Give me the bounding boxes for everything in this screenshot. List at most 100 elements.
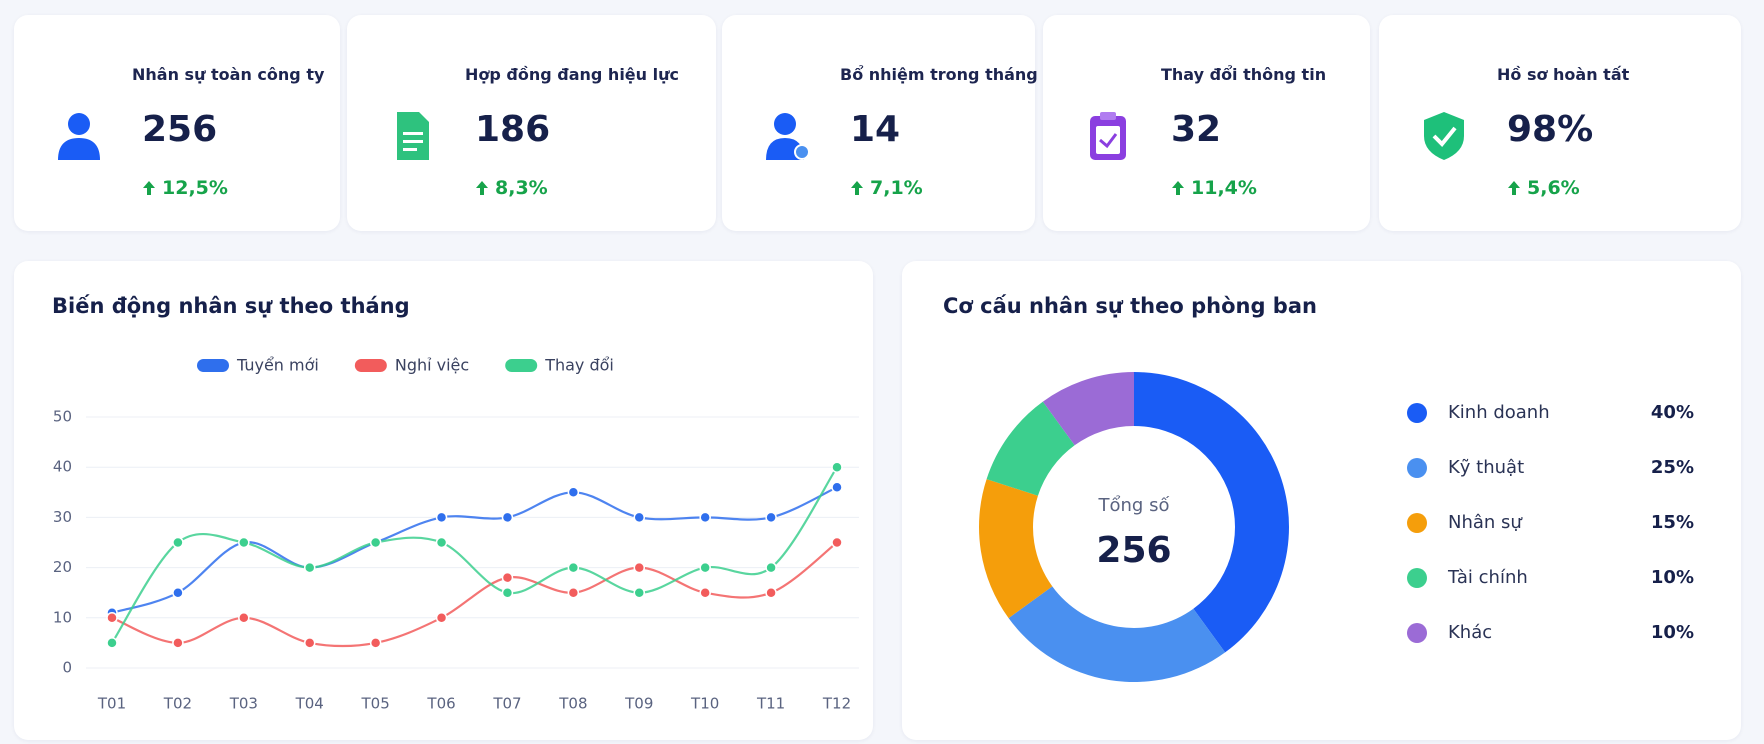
line-series bbox=[111, 466, 838, 644]
legend-swatch bbox=[505, 359, 538, 372]
kpi-label: Thay đổi thông tin bbox=[1161, 65, 1327, 84]
kpi-card: Bổ nhiệm trong tháng 14 7,1% bbox=[722, 15, 1038, 231]
legend-label: Khác bbox=[1448, 622, 1492, 643]
x-tick-label: T04 bbox=[295, 695, 324, 713]
x-tick-label: T12 bbox=[822, 695, 851, 713]
legend-dot bbox=[1407, 513, 1427, 533]
legend-label: Kỹ thuật bbox=[1448, 457, 1524, 478]
donut-slice bbox=[979, 479, 1053, 619]
kpi-change: 7,1% bbox=[850, 177, 923, 199]
line-point bbox=[501, 586, 514, 599]
x-tick-label: T05 bbox=[361, 695, 390, 713]
y-tick-label: 30 bbox=[53, 508, 72, 526]
x-tick-label: T01 bbox=[97, 695, 126, 713]
kpi-change: 11,4% bbox=[1171, 177, 1257, 199]
line-point bbox=[831, 536, 843, 549]
x-tick-label: T11 bbox=[756, 695, 785, 713]
legend-dot bbox=[1407, 403, 1427, 423]
up-arrow bbox=[1508, 181, 1520, 195]
legend-label: Kinh doanh bbox=[1448, 402, 1550, 423]
legend-dot bbox=[1407, 623, 1427, 643]
legend-value: 15% bbox=[1651, 512, 1694, 533]
y-tick-label: 0 bbox=[62, 659, 72, 677]
line-point bbox=[369, 536, 382, 549]
donut-chart: Cơ cấu nhân sự theo phòng ban Kinh doanh 4… bbox=[943, 294, 1694, 682]
line-point bbox=[567, 561, 580, 574]
kpi-icon bbox=[1424, 112, 1464, 160]
line-point bbox=[501, 511, 514, 524]
donut-slice bbox=[1008, 586, 1226, 682]
line-point bbox=[369, 637, 382, 649]
kpi-card: Hợp đồng đang hiệu lực 186 8,3% bbox=[347, 15, 716, 231]
line-point bbox=[699, 561, 711, 574]
line-point bbox=[633, 561, 646, 574]
kpi-label: Hồ sơ hoàn tất bbox=[1497, 65, 1630, 84]
x-tick-label: T10 bbox=[690, 695, 719, 713]
line-point bbox=[633, 586, 646, 599]
up-arrow bbox=[1172, 181, 1184, 195]
kpi-card: Thay đổi thông tin 32 11,4% bbox=[1043, 15, 1370, 231]
kpi-icon bbox=[397, 112, 429, 160]
line-point bbox=[435, 612, 448, 624]
up-arrow bbox=[143, 181, 155, 195]
kpi-value: 14 bbox=[850, 109, 901, 150]
kpi-value: 32 bbox=[1171, 109, 1222, 150]
line-point bbox=[435, 536, 448, 549]
chart-title: Cơ cấu nhân sự theo phòng ban bbox=[943, 294, 1317, 318]
line-point bbox=[633, 511, 646, 524]
x-tick-label: T07 bbox=[492, 695, 521, 713]
y-tick-label: 40 bbox=[53, 458, 72, 476]
kpi-label: Nhân sự toàn công ty bbox=[132, 65, 325, 84]
kpi-change: 5,6% bbox=[1507, 177, 1580, 199]
legend-label: Tài chính bbox=[1447, 567, 1528, 588]
legend-swatch bbox=[354, 359, 387, 372]
donut-chart-card: Cơ cấu nhân sự theo phòng ban Kinh doanh 4… bbox=[902, 261, 1741, 740]
kpi-change-value: 5,6% bbox=[1527, 177, 1580, 199]
kpi-label: Bổ nhiệm trong tháng bbox=[840, 65, 1038, 84]
y-tick-label: 50 bbox=[53, 408, 72, 426]
legend-label: Tuyển mới bbox=[236, 356, 319, 375]
line-point bbox=[435, 511, 448, 524]
legend-value: 40% bbox=[1651, 402, 1694, 423]
line-point bbox=[765, 586, 777, 599]
x-tick-label: T02 bbox=[163, 695, 192, 713]
donut-slice bbox=[1134, 372, 1289, 653]
kpi-change: 12,5% bbox=[142, 177, 228, 199]
x-tick-label: T06 bbox=[426, 695, 455, 713]
line-point bbox=[699, 511, 711, 524]
y-tick-label: 20 bbox=[53, 558, 72, 576]
legend-value: 25% bbox=[1651, 457, 1694, 478]
line-series bbox=[111, 541, 838, 648]
kpi-change: 8,3% bbox=[475, 177, 548, 199]
y-tick-label: 10 bbox=[53, 608, 72, 626]
kpi-label: Hợp đồng đang hiệu lực bbox=[465, 65, 679, 84]
up-arrow bbox=[476, 181, 488, 195]
line-point bbox=[567, 486, 580, 499]
line-chart-card: Biến động nhân sự theo tháng 0 10 20 30 40 50 T… bbox=[14, 261, 873, 740]
kpi-change-value: 11,4% bbox=[1191, 177, 1257, 199]
x-tick-label: T09 bbox=[624, 695, 653, 713]
kpi-value: 98% bbox=[1507, 109, 1594, 150]
kpi-card: Nhân sự toàn công ty 256 12,5% bbox=[14, 15, 340, 231]
line-point bbox=[765, 561, 777, 574]
line-point bbox=[765, 511, 777, 524]
chart-title: Biến động nhân sự theo tháng bbox=[52, 294, 410, 318]
kpi-card: Hồ sơ hoàn tất 98% 5,6% bbox=[1379, 15, 1741, 231]
legend-label: Thay đổi bbox=[544, 356, 614, 375]
line-chart: Biến động nhân sự theo tháng 0 10 20 30 40 50 T… bbox=[52, 294, 859, 713]
center-label: Tổng số bbox=[1098, 495, 1170, 516]
legend-dot bbox=[1407, 458, 1427, 478]
x-tick-label: T08 bbox=[558, 695, 587, 713]
donut-slice bbox=[986, 401, 1075, 496]
line-point bbox=[106, 612, 118, 624]
kpi-value: 256 bbox=[142, 109, 218, 150]
legend-label: Nhân sự bbox=[1448, 512, 1523, 533]
line-point bbox=[106, 637, 118, 649]
kpi-change-value: 7,1% bbox=[870, 177, 923, 199]
line-point bbox=[303, 637, 316, 649]
line-point bbox=[172, 637, 184, 649]
kpi-icon bbox=[766, 113, 810, 160]
kpi-icon bbox=[1090, 112, 1126, 160]
legend-value: 10% bbox=[1651, 567, 1694, 588]
